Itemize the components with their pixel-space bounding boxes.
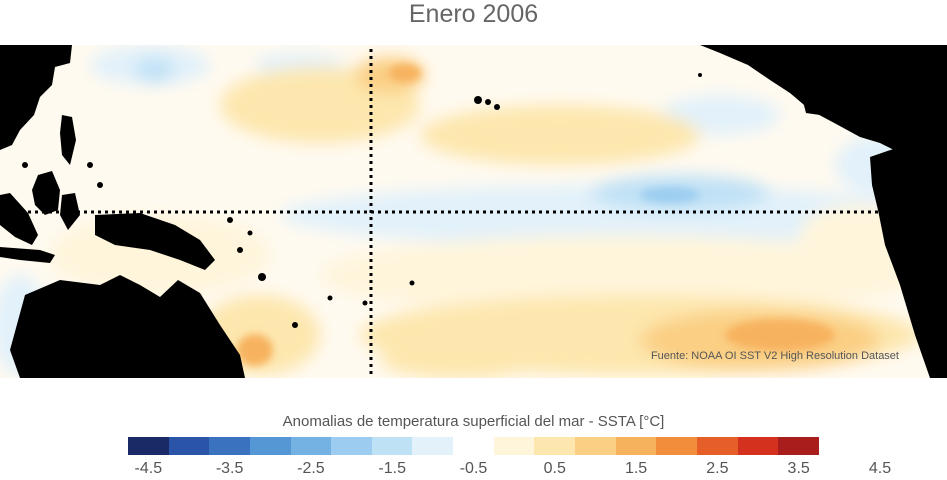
colorbar-swatch (778, 437, 819, 455)
colorbar-swatch (453, 437, 494, 455)
colorbar-swatch (168, 437, 210, 455)
ssta-map (0, 45, 947, 378)
colorbar-swatch (696, 437, 738, 455)
anomaly-patch (135, 58, 175, 82)
anomaly-patch (320, 235, 920, 315)
island (494, 104, 500, 110)
colorbar-swatch (737, 437, 779, 455)
landmass-borneo (32, 171, 60, 215)
colorbar-swatch (493, 437, 535, 455)
colorbar-tick-label: 3.5 (787, 460, 810, 477)
island (247, 230, 253, 236)
colorbar-swatch (331, 437, 372, 455)
anomaly-patch (389, 64, 421, 82)
anomaly-patch (725, 319, 835, 351)
island (22, 162, 28, 168)
island (327, 295, 333, 301)
map-title: Enero 2006 (408, 0, 539, 28)
colorbar-label: Anomalias de temperatura superficial del… (282, 413, 665, 430)
landmass-philippines (60, 115, 76, 165)
colorbar-swatch (615, 437, 657, 455)
anomaly-patch (380, 342, 540, 378)
island (97, 182, 103, 188)
colorbar-tick-label: -1.5 (378, 460, 406, 477)
colorbar-swatch (290, 437, 332, 455)
land-masses (0, 45, 947, 378)
colorbar-tick-label: 1.5 (624, 460, 648, 477)
landmass-java (0, 247, 55, 263)
colorbar-swatch (249, 437, 291, 455)
small-islands (22, 73, 702, 328)
island (292, 322, 298, 328)
landmass-south-america (870, 140, 947, 378)
anomaly-patch (280, 185, 940, 245)
island (698, 73, 702, 77)
island (409, 280, 415, 286)
island (258, 273, 266, 281)
data-source-credit: Fuente: NOAA OI SST V2 High Resolution D… (650, 350, 899, 362)
anomaly-patch (640, 187, 700, 203)
colorbar-swatch (412, 437, 454, 455)
colorbar-tick-label: -4.5 (134, 460, 163, 477)
landmass-asia (0, 45, 72, 150)
landmass-new-guinea (95, 213, 215, 270)
colorbar-swatch (371, 437, 413, 455)
landmass-americas (700, 45, 947, 155)
colorbar-ticks: -4.5 -3.5 -2.5 -1.5 -0.5 0.5 1.5 2.5 3.5 4.5 (128, 460, 892, 480)
landmass-australia (10, 275, 245, 378)
colorbar-tick-label: -2.5 (297, 460, 325, 477)
colorbar-swatch (534, 437, 576, 455)
colorbar-tick-label: 4.5 (868, 460, 892, 477)
colorbar-tick-label: -0.5 (459, 460, 488, 477)
colorbar (128, 437, 819, 455)
landmass-cuba (852, 85, 912, 100)
colorbar-swatch (209, 437, 250, 455)
colorbar-tick-label: -3.5 (215, 460, 244, 477)
island (237, 247, 243, 253)
colorbar-tick-label: 2.5 (706, 460, 729, 477)
colorbar-tick-label: 0.5 (543, 460, 566, 477)
landmass-sumatra (0, 193, 38, 245)
colorbar-swatch (128, 437, 169, 455)
anomaly-patch (237, 334, 273, 366)
anomaly-patch (420, 105, 700, 165)
island (485, 99, 491, 105)
island (87, 162, 93, 168)
island (227, 217, 233, 223)
island (362, 300, 368, 306)
landmass-florida (900, 50, 917, 80)
landmass-hispaniola (905, 103, 937, 113)
landmass-yucatan (800, 90, 820, 115)
colorbar-swatch (656, 437, 697, 455)
colorbar-swatch (575, 437, 616, 455)
island (474, 96, 482, 104)
